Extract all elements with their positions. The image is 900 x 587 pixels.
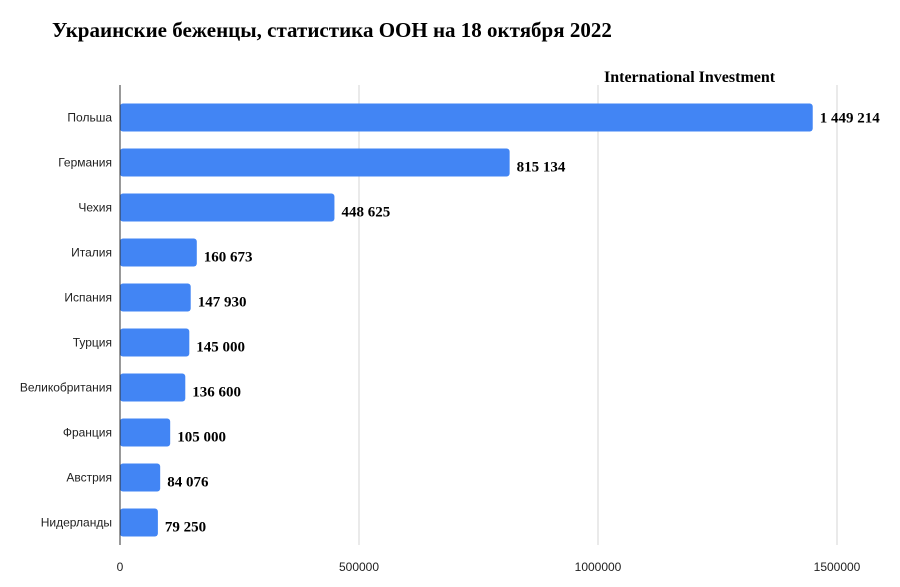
bar bbox=[120, 373, 186, 402]
category-label: Австрия bbox=[66, 471, 112, 485]
bar bbox=[120, 148, 510, 177]
bar bbox=[120, 283, 191, 312]
chart-title: Украинские беженцы, статистика ООН на 18… bbox=[52, 18, 612, 42]
bar bbox=[120, 238, 197, 267]
bar bbox=[120, 193, 335, 222]
labels: 0 500000 1000000 1500000 Польша 1 449 214 Герм… bbox=[20, 111, 880, 575]
x-tick-label: 500000 bbox=[339, 560, 379, 574]
category-label: Франция bbox=[63, 426, 112, 440]
data-label: 84 076 bbox=[167, 475, 209, 491]
category-label: Нидерланды bbox=[41, 516, 112, 530]
data-label: 145 000 bbox=[196, 340, 245, 356]
data-label: 79 250 bbox=[165, 520, 206, 536]
data-label: 147 930 bbox=[198, 295, 247, 311]
data-label: 105 000 bbox=[177, 430, 226, 446]
data-label: 448 625 bbox=[341, 205, 390, 221]
bars bbox=[120, 103, 813, 537]
category-label: Польша bbox=[67, 111, 112, 125]
bar bbox=[120, 508, 158, 537]
category-label: Великобритания bbox=[20, 381, 112, 395]
data-label: 160 673 bbox=[204, 250, 253, 266]
bar bbox=[120, 103, 813, 132]
category-label: Турция bbox=[73, 336, 112, 350]
category-label: Чехия bbox=[78, 201, 112, 215]
category-label: Германия bbox=[58, 156, 112, 170]
data-label: 136 600 bbox=[192, 385, 241, 401]
bar bbox=[120, 328, 190, 357]
bar bbox=[120, 418, 171, 447]
data-label: 1 449 214 bbox=[820, 111, 881, 127]
data-label: 815 134 bbox=[517, 160, 566, 176]
x-tick-label: 0 bbox=[117, 560, 124, 574]
x-tick-label: 1000000 bbox=[575, 560, 622, 574]
bar bbox=[120, 463, 161, 492]
x-tick-label: 1500000 bbox=[814, 560, 861, 574]
category-label: Италия bbox=[71, 246, 112, 260]
category-label: Испания bbox=[64, 291, 112, 305]
watermark-text: International Investment bbox=[604, 69, 776, 86]
